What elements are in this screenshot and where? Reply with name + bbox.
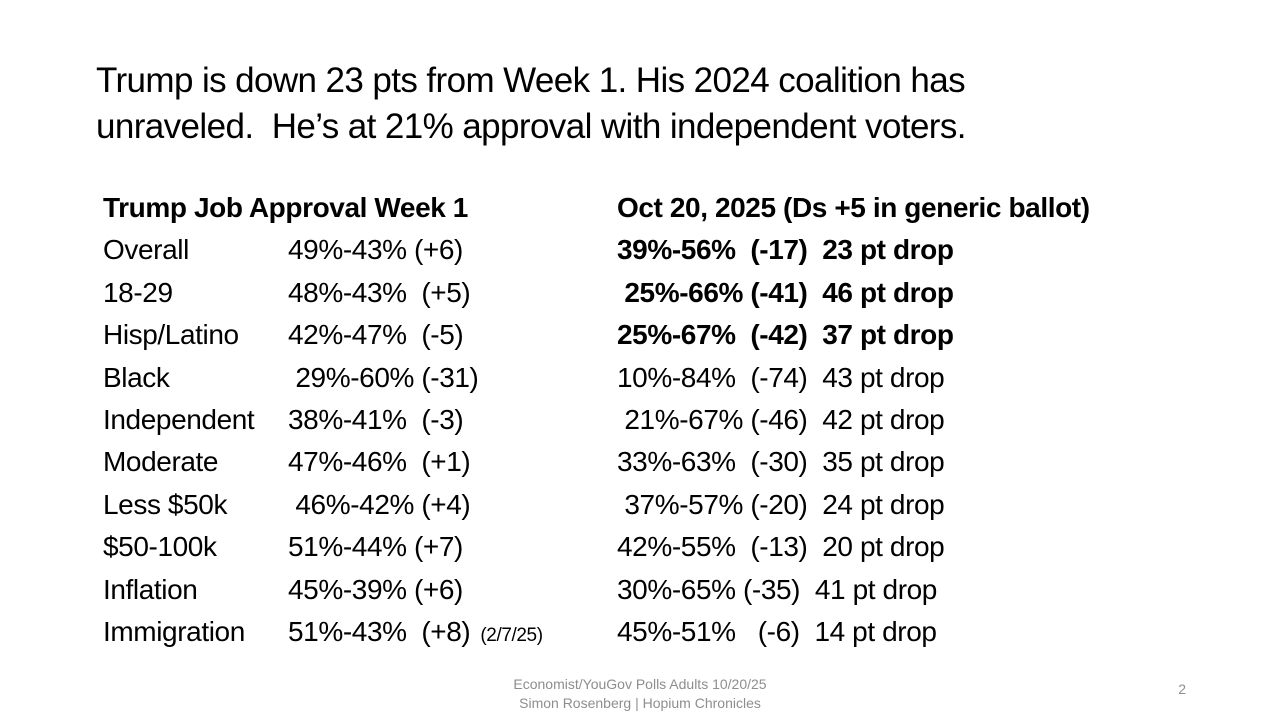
week1-value: 49%-43% (+6)	[288, 234, 463, 266]
poll-date-note: (2/7/25)	[480, 624, 543, 646]
row-label: Immigration	[103, 615, 245, 647]
week1-value: 51%-44% (+7)	[288, 531, 463, 563]
row-label: Less $50k	[103, 488, 228, 520]
table-header-row: Trump Job Approval Week 1 Oct 20, 2025 (…	[103, 187, 1203, 229]
footer-source-line: Economist/YouGov Polls Adults 10/20/25	[513, 676, 767, 692]
slide-title-line-1: Trump is down 23 pts from Week 1. His 20…	[96, 61, 966, 100]
oct-value: 10%-84% (-74) 43 pt drop	[617, 361, 945, 393]
row-label: Independent	[103, 403, 255, 435]
week1-value: 47%-46% (+1)	[288, 446, 471, 478]
row-label: Overall	[103, 234, 189, 266]
table-row: Hisp/Latino 42%-47% (-5) 25%-67% (-42) 3…	[103, 314, 1203, 356]
week1-value: 38%-41% (-3)	[288, 403, 464, 435]
table-row: Independent 38%-41% (-3) 21%-67% (-46) 4…	[103, 399, 1203, 441]
week1-value: 51%-43% (+8)	[288, 615, 471, 647]
table-row: Inflation 45%-39% (+6) 30%-65% (-35) 41 …	[103, 569, 1203, 611]
oct-value: 42%-55% (-13) 20 pt drop	[617, 531, 945, 563]
row-label: Moderate	[103, 446, 219, 478]
oct-value: 33%-63% (-30) 35 pt drop	[617, 446, 945, 478]
week1-value: 45%-39% (+6)	[288, 573, 463, 605]
table-row: $50-100k 51%-44% (+7) 42%-55% (-13) 20 p…	[103, 526, 1203, 568]
column-header-week1: Trump Job Approval Week 1	[103, 192, 468, 223]
table-row: 18-29 48%-43% (+5) 25%-66% (-41) 46 pt d…	[103, 272, 1203, 314]
table-row: Moderate 47%-46% (+1) 33%-63% (-30) 35 p…	[103, 441, 1203, 483]
approval-table: Trump Job Approval Week 1 Oct 20, 2025 (…	[103, 187, 1203, 653]
page-number: 2	[1178, 681, 1186, 697]
oct-value: 45%-51% (-6) 14 pt drop	[617, 615, 937, 647]
week1-value: 46%-42% (+4)	[288, 488, 471, 520]
table-row: Overall 49%-43% (+6) 39%-56% (-17) 23 pt…	[103, 229, 1203, 271]
slide-footer: Economist/YouGov Polls Adults 10/20/25 S…	[0, 675, 1280, 713]
week1-value: 29%-60% (-31)	[288, 361, 479, 393]
slide-title: Trump is down 23 pts from Week 1. His 20…	[96, 58, 1206, 150]
oct-value: 21%-67% (-46) 42 pt drop	[617, 403, 945, 435]
row-label: Inflation	[103, 573, 198, 605]
table-row: Immigration 51%-43% (+8) (2/7/25) 45%-51…	[103, 611, 1203, 653]
week1-value: 42%-47% (-5)	[288, 319, 464, 351]
week1-value: 48%-43% (+5)	[288, 276, 471, 308]
oct-value: 30%-65% (-35) 41 pt drop	[617, 573, 937, 605]
oct-value: 25%-66% (-41) 46 pt drop	[617, 276, 954, 308]
oct-value: 37%-57% (-20) 24 pt drop	[617, 488, 945, 520]
oct-value: 39%-56% (-17) 23 pt drop	[617, 234, 954, 266]
oct-value: 25%-67% (-42) 37 pt drop	[617, 319, 954, 351]
slide-title-line-2: unraveled. He’s at 21% approval with ind…	[96, 107, 966, 146]
footer-author-line: Simon Rosenberg | Hopium Chronicles	[519, 695, 761, 711]
table-row: Black 29%-60% (-31) 10%-84% (-74) 43 pt …	[103, 357, 1203, 399]
column-header-oct20: Oct 20, 2025 (Ds +5 in generic ballot)	[617, 192, 1090, 223]
row-label: 18-29	[103, 276, 173, 308]
row-label: $50-100k	[103, 531, 217, 563]
table-row: Less $50k 46%-42% (+4) 37%-57% (-20) 24 …	[103, 484, 1203, 526]
row-label: Hisp/Latino	[103, 319, 239, 351]
row-label: Black	[103, 361, 170, 393]
